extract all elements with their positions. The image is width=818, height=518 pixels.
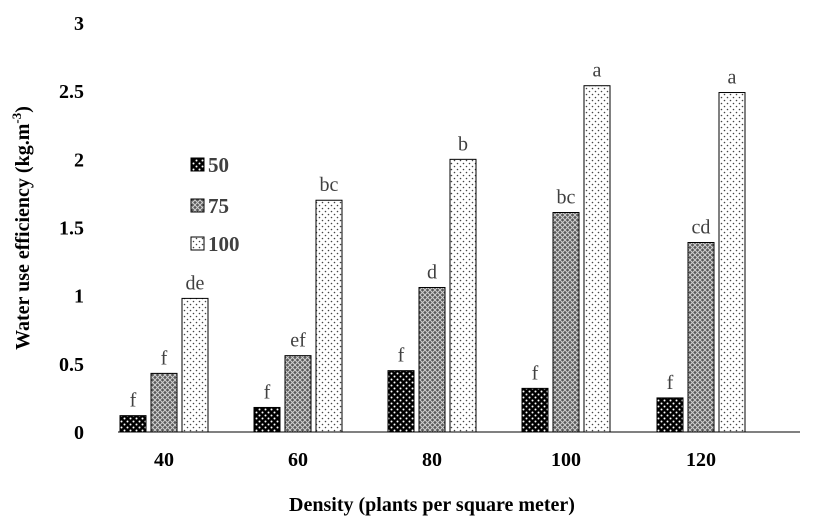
bar-50-80 — [387, 370, 415, 433]
bar-75-60 — [284, 355, 312, 433]
significance-letter: bc — [557, 187, 576, 209]
x-axis-title: Density (plants per square meter) — [289, 494, 575, 516]
legend-swatch-100 — [190, 236, 205, 251]
y-tick-label: 2.5 — [59, 81, 84, 103]
bar-100-120 — [718, 92, 746, 433]
significance-letter: f — [130, 390, 137, 412]
y-tick-label: 3 — [74, 13, 84, 35]
significance-letter: d — [427, 261, 437, 283]
significance-letter: ef — [290, 330, 306, 352]
bars — [119, 85, 746, 433]
bar-50-60 — [253, 406, 281, 433]
bar-75-80 — [418, 286, 446, 433]
significance-letter: b — [458, 133, 468, 155]
y-tick-label: 0.5 — [59, 354, 84, 376]
y-tick-label: 1.5 — [59, 218, 84, 240]
significance-letter: f — [532, 362, 539, 384]
bar-100-100 — [583, 85, 611, 433]
legend-label-50: 50 — [208, 153, 229, 177]
legend-swatch-75 — [190, 198, 205, 213]
x-tick-label: 100 — [551, 449, 581, 471]
bar-100-60 — [315, 199, 343, 433]
y-axis-title: Water use efficiency (kg.m-3) — [9, 106, 34, 350]
y-axis-ticks: 0 0.5 1 1.5 2 2.5 3 — [59, 13, 84, 444]
legend-label-100: 100 — [208, 232, 240, 256]
x-tick-label: 120 — [686, 449, 716, 471]
significance-letter: f — [398, 345, 405, 367]
significance-letter: f — [667, 372, 674, 394]
bar-50-40 — [119, 415, 147, 433]
y-tick-label: 0 — [74, 422, 84, 444]
x-axis-ticks: 40 60 80 100 120 — [154, 449, 716, 471]
significance-labels: f f de f ef bc f d b f bc a f cd a — [130, 60, 737, 412]
bar-50-120 — [656, 397, 684, 433]
legend-label-75: 75 — [208, 194, 229, 218]
significance-letter: a — [593, 60, 602, 82]
bar-50-100 — [521, 387, 549, 433]
bar-100-80 — [449, 158, 477, 433]
significance-letter: a — [728, 67, 737, 89]
legend: 50 75 100 — [190, 153, 240, 256]
y-tick-label: 1 — [74, 286, 84, 308]
bar-75-120 — [687, 241, 715, 433]
bar-75-40 — [150, 372, 178, 433]
bar-75-100 — [552, 212, 580, 433]
y-tick-label: 2 — [74, 149, 84, 171]
significance-letter: de — [186, 272, 205, 294]
bar-100-40 — [181, 297, 209, 433]
significance-letter: cd — [692, 216, 711, 238]
significance-letter: f — [264, 381, 271, 403]
significance-letter: bc — [320, 174, 339, 196]
legend-swatch-50 — [190, 157, 205, 172]
x-tick-label: 40 — [154, 449, 174, 471]
x-tick-label: 80 — [422, 449, 442, 471]
significance-letter: f — [161, 347, 168, 369]
x-tick-label: 60 — [288, 449, 308, 471]
